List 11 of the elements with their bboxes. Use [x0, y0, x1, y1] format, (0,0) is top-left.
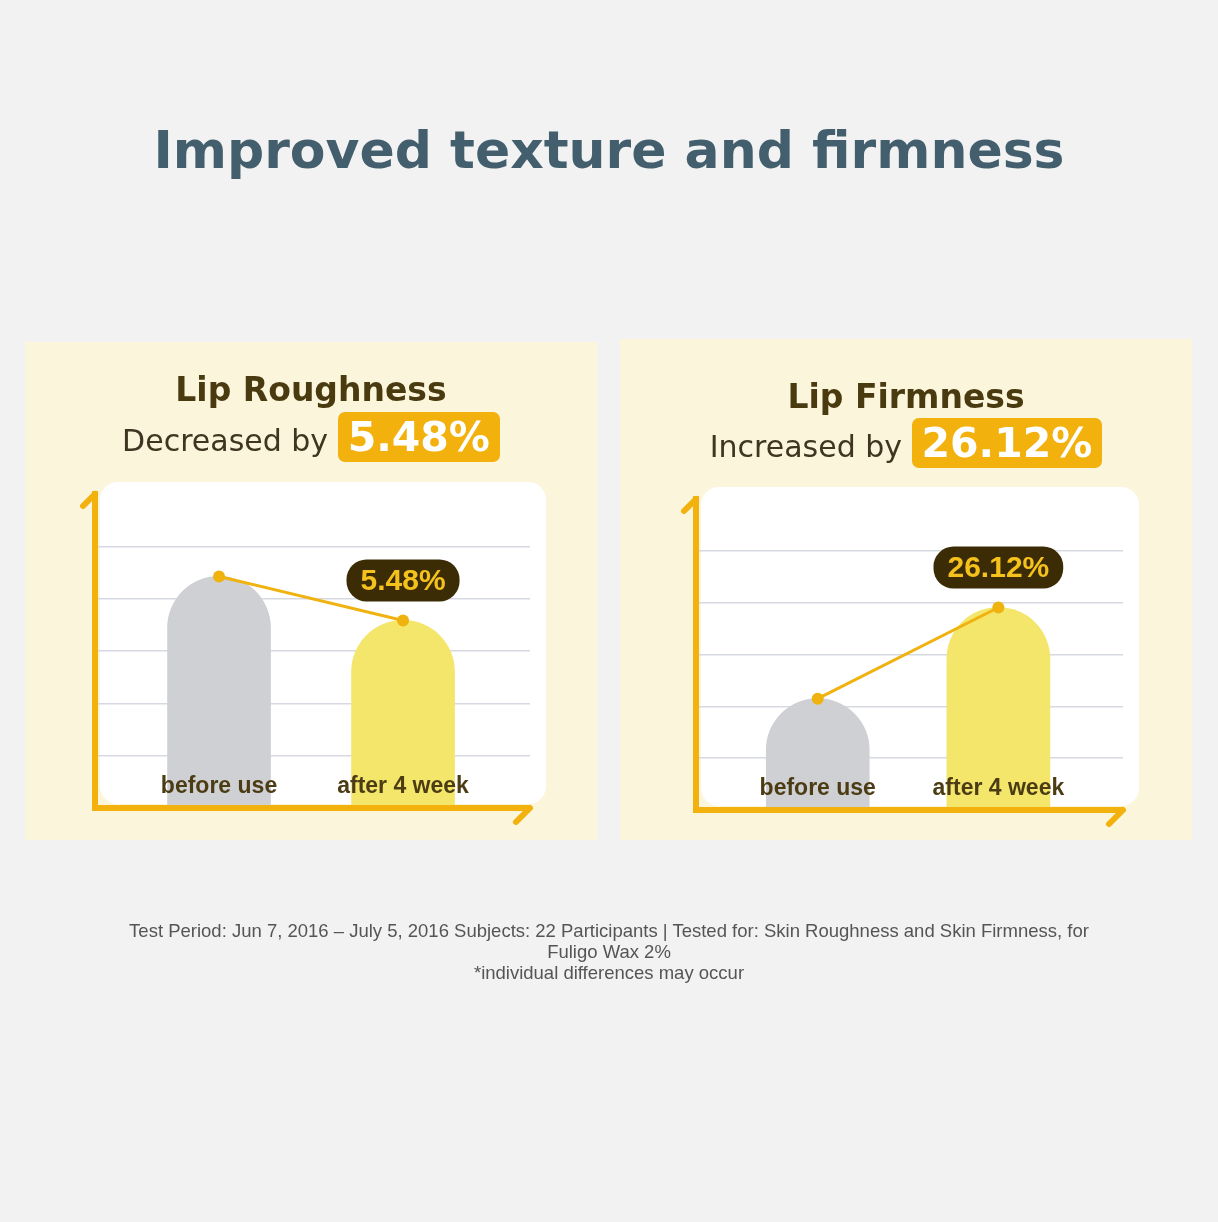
chart-subtitle: Increased by 26.12% [708, 418, 1094, 469]
x-tick-label: before use [160, 771, 278, 798]
text: *individual differences may occur [472, 962, 746, 983]
annotation: 5.48% [360, 562, 446, 596]
annotation: 26.12% [947, 549, 1050, 583]
text: Test Period: Jun 7, 2016 – July 5, 2016 Subjects: 22 Participants | Tested for: Skin Roughness and Skin Firmness, for Fuligo Wax 2% [128, 920, 1090, 962]
chart-subtitle: Decreased by 5.48% [121, 412, 491, 463]
chart-title: Lip Roughness [174, 370, 448, 409]
chart-title: Lip Firmness [786, 377, 1026, 416]
x-tick-label: before use [759, 773, 876, 800]
text: Improved texture and firmness [152, 120, 1066, 180]
